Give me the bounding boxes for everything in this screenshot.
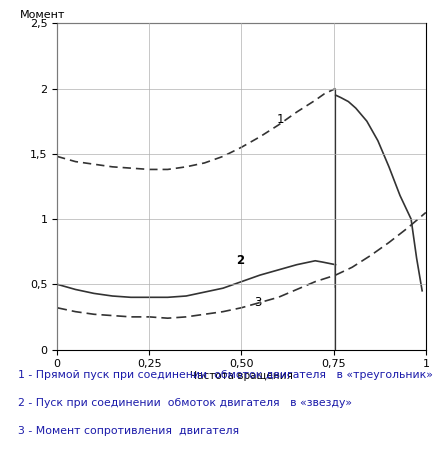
Text: 3: 3 xyxy=(254,296,261,309)
Y-axis label: Момент: Момент xyxy=(20,10,65,20)
Text: 1 - Прямой пуск при соединении  обмоток двигателя   в «треугольник»: 1 - Прямой пуск при соединении обмоток д… xyxy=(18,370,431,380)
Text: 2: 2 xyxy=(235,254,244,267)
Text: 1: 1 xyxy=(276,113,283,126)
Text: 2 - Пуск при соединении  обмоток двигателя   в «звезду»: 2 - Пуск при соединении обмоток двигател… xyxy=(18,398,351,408)
X-axis label: Частота вращения: Частота вращения xyxy=(190,370,292,381)
Text: 3 - Момент сопротивления  двигателя: 3 - Момент сопротивления двигателя xyxy=(18,426,238,436)
